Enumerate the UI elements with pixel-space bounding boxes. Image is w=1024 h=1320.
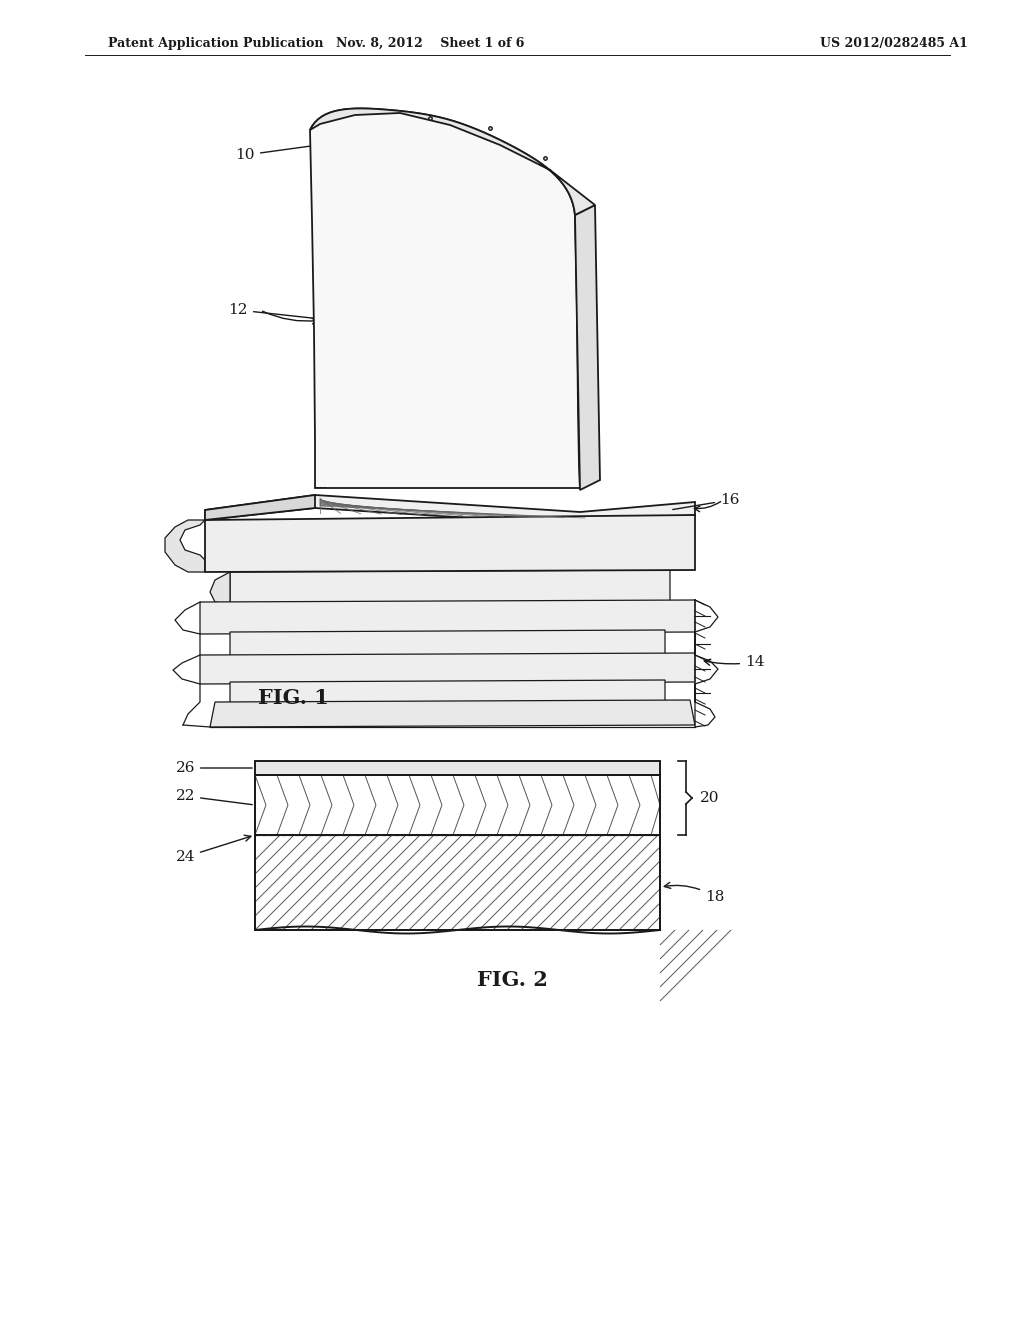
Polygon shape: [205, 495, 695, 525]
Polygon shape: [310, 108, 580, 490]
Polygon shape: [230, 680, 665, 704]
Bar: [255, 775, 660, 836]
Text: FIG. 1: FIG. 1: [258, 688, 329, 708]
Bar: [255, 836, 660, 931]
Bar: [255, 836, 660, 931]
Text: 14: 14: [705, 655, 765, 669]
Polygon shape: [230, 570, 670, 605]
Text: 12: 12: [228, 304, 328, 319]
Polygon shape: [230, 630, 665, 657]
Text: Nov. 8, 2012    Sheet 1 of 6: Nov. 8, 2012 Sheet 1 of 6: [336, 37, 524, 50]
Text: 16: 16: [673, 492, 739, 510]
Polygon shape: [200, 601, 695, 634]
Text: US 2012/0282485 A1: US 2012/0282485 A1: [820, 37, 968, 50]
Polygon shape: [205, 495, 315, 520]
Polygon shape: [165, 520, 205, 572]
Text: 10: 10: [236, 139, 350, 162]
Text: 26: 26: [175, 762, 252, 775]
Text: 24: 24: [175, 836, 251, 865]
Text: 20: 20: [700, 791, 720, 805]
Bar: [255, 762, 660, 775]
Text: 22: 22: [175, 789, 252, 805]
Polygon shape: [310, 108, 595, 215]
Polygon shape: [200, 653, 695, 684]
Polygon shape: [210, 700, 695, 727]
Text: FIG. 2: FIG. 2: [476, 970, 548, 990]
Polygon shape: [210, 572, 230, 605]
Text: 18: 18: [665, 882, 724, 904]
Polygon shape: [205, 515, 695, 572]
Bar: [255, 775, 660, 836]
Text: Patent Application Publication: Patent Application Publication: [108, 37, 324, 50]
Polygon shape: [575, 205, 600, 490]
